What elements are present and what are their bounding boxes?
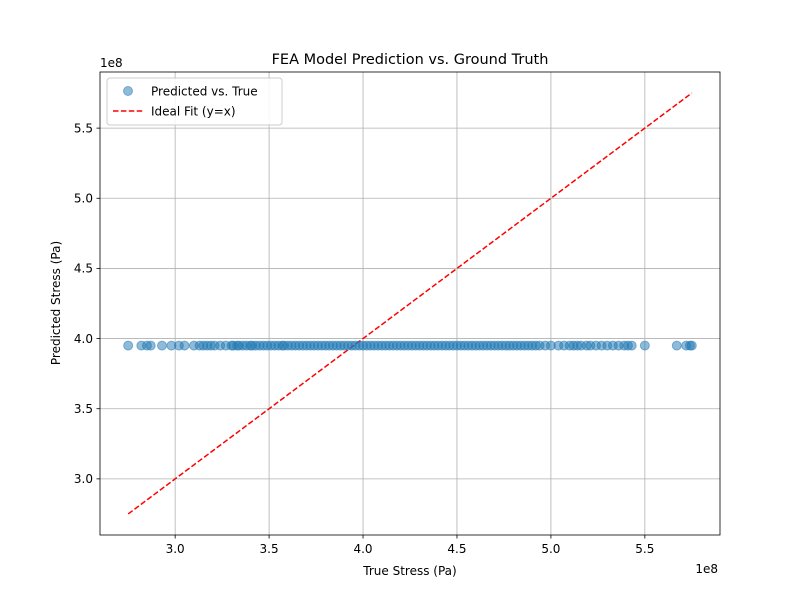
- scatter-point: [123, 340, 134, 351]
- y-axis-offset-label: 1e8: [100, 56, 123, 70]
- scatter-point: [145, 340, 156, 351]
- y-tick-label: 4.0: [74, 332, 93, 346]
- x-tick-label: 3.5: [260, 542, 279, 556]
- legend-label-ideal-fit: Ideal Fit (y=x): [151, 105, 236, 119]
- scatter-point: [686, 340, 697, 351]
- x-tick-label: 3.0: [166, 542, 185, 556]
- legend: Predicted vs. True Ideal Fit (y=x): [106, 77, 283, 126]
- plot-area-frame: [99, 71, 721, 536]
- scatter-point: [671, 340, 682, 351]
- x-tick-label: 4.5: [447, 542, 466, 556]
- legend-label-scatter: Predicted vs. True: [151, 85, 258, 99]
- scatter-point: [639, 340, 650, 351]
- x-tick-label: 5.5: [635, 542, 654, 556]
- y-axis-label: Predicted Stress (Pa): [49, 241, 63, 365]
- legend-marker-scatter: [123, 86, 133, 96]
- legend-box: [106, 77, 283, 126]
- chart-title: FEA Model Prediction vs. Ground Truth: [272, 52, 549, 68]
- axis-ticks: 3.0 3.5 4.0 4.5 5.0 5.5 3.0 3.5 4.0 4.5 5.0 5.5: [74, 121, 654, 556]
- scatter-point: [626, 340, 637, 351]
- grid-lines: [100, 72, 720, 535]
- y-tick-label: 5.5: [74, 121, 93, 135]
- x-axis-label: True Stress (Pa): [362, 564, 456, 578]
- y-tick-label: 4.5: [74, 262, 93, 276]
- scatter-point: [157, 340, 167, 351]
- y-tick-label: 3.5: [74, 402, 93, 416]
- x-tick-label: 4.0: [353, 542, 372, 556]
- ideal-fit-line-layer: [127, 92, 693, 515]
- y-tick-label: 5.0: [74, 192, 93, 206]
- ideal-fit-line: [127, 92, 693, 515]
- y-tick-label: 3.0: [74, 472, 93, 486]
- scatter-point: [179, 340, 190, 351]
- x-tick-label: 5.0: [541, 542, 560, 556]
- scatter-points-layer: [123, 340, 697, 351]
- x-axis-offset-label: 1e8: [695, 562, 718, 576]
